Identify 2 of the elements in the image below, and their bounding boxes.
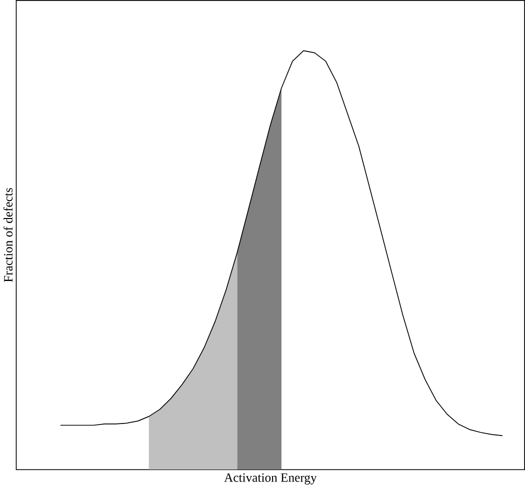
y-axis-title: Fraction of defects	[4, 188, 13, 282]
x-axis-title: Activation Energy	[224, 473, 317, 484]
